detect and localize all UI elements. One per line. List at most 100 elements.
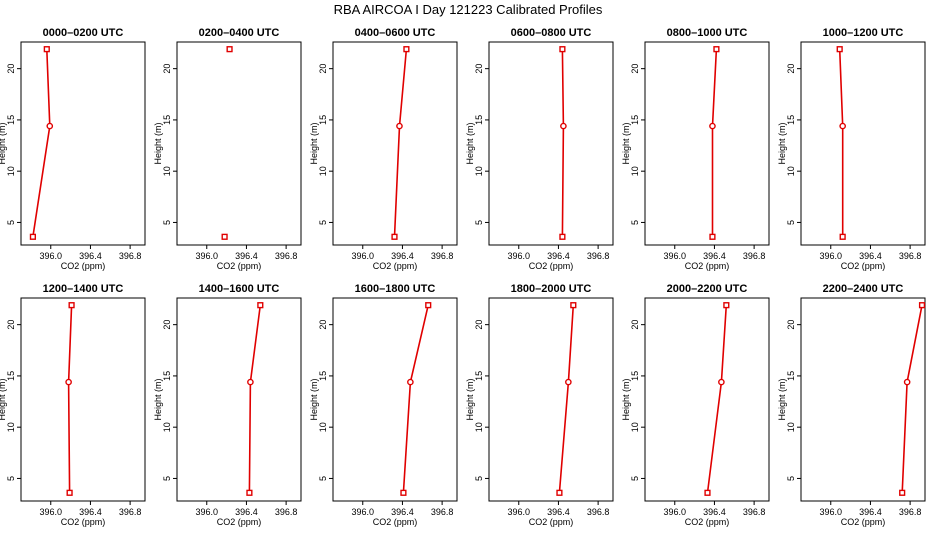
y-tick-label: 5 <box>630 220 640 225</box>
panel-title: 1800–2000 UTC <box>511 283 592 295</box>
y-tick-label: 15 <box>630 115 640 125</box>
y-tick-label: 10 <box>474 422 484 432</box>
data-point-square <box>68 302 75 309</box>
panel-0: 0000–0200 UTC 396.0 396.4 396.8 5 10 15 20 CO2 (… <box>0 27 146 271</box>
panel-title: 1600–1800 UTC <box>355 283 436 295</box>
panel-title: 2000–2200 UTC <box>667 283 748 295</box>
x-tick-label: 396.0 <box>663 507 686 517</box>
x-tick-label: 396.4 <box>547 507 570 517</box>
data-point-square <box>918 302 926 309</box>
y-tick-label: 20 <box>474 320 484 330</box>
x-tick-label: 396.4 <box>859 251 882 261</box>
plot-frame <box>332 41 458 246</box>
profile-line <box>393 49 408 237</box>
x-tick-label: 396.0 <box>39 251 62 261</box>
panel-7: 1400–1600 UTC 396.0 396.4 396.8 5 10 15 20 CO2 (… <box>153 283 302 527</box>
figure-title: RBA AIRCOA I Day 121223 Calibrated Profi… <box>334 2 603 17</box>
y-axis-label: Height (m) <box>153 378 163 420</box>
y-tick-label: 20 <box>162 64 172 74</box>
data-point-circle <box>565 378 572 386</box>
panel-title: 2200–2400 UTC <box>823 283 904 295</box>
y-tick-label: 5 <box>474 220 484 225</box>
y-tick-label: 10 <box>162 166 172 176</box>
data-point-square <box>403 46 410 53</box>
y-tick-label: 20 <box>786 64 796 74</box>
panel-2: 0400–0600 UTC 396.0 396.4 396.8 5 10 15 20 CO2 (… <box>309 27 458 271</box>
panel-4: 0800–1000 UTC 396.0 396.4 396.8 5 10 15 20 CO2 (… <box>621 27 770 271</box>
x-tick-label: 396.4 <box>859 507 882 517</box>
data-point-square <box>425 302 432 309</box>
panel-title: 1400–1600 UTC <box>199 283 280 295</box>
data-point-square <box>66 489 73 496</box>
data-point-circle <box>903 378 911 386</box>
data-point-circle <box>407 378 414 386</box>
plot-frame <box>176 297 302 502</box>
plot-frame <box>644 41 770 246</box>
y-tick-label: 20 <box>318 320 328 330</box>
y-tick-label: 15 <box>318 115 328 125</box>
y-tick-label: 20 <box>786 320 796 330</box>
y-axis-label: Height (m) <box>465 122 475 164</box>
x-tick-label: 396.4 <box>235 507 258 517</box>
data-point-square <box>559 46 566 53</box>
profile-line <box>558 305 575 493</box>
panel-5: 1000–1200 UTC 396.0 396.4 396.8 5 10 15 20 CO2 (… <box>777 27 926 271</box>
plot-frame <box>800 41 926 246</box>
x-tick-label: 396.0 <box>663 251 686 261</box>
x-tick-label: 396.4 <box>547 251 570 261</box>
profile-line <box>706 305 728 493</box>
y-tick-label: 15 <box>162 115 172 125</box>
data-point-square <box>246 489 253 496</box>
x-axis-label: CO2 (ppm) <box>529 517 574 527</box>
panel-9: 1800–2000 UTC 396.0 396.4 396.8 5 10 15 20 CO2 (… <box>465 283 614 527</box>
x-tick-label: 396.0 <box>351 251 374 261</box>
y-tick-label: 10 <box>786 166 796 176</box>
y-axis-label: Height (m) <box>621 378 631 420</box>
x-axis-label: CO2 (ppm) <box>841 517 886 527</box>
y-tick-label: 10 <box>318 166 328 176</box>
data-point-square <box>257 302 264 309</box>
y-axis-label: Height (m) <box>0 122 7 164</box>
y-tick-label: 10 <box>474 166 484 176</box>
y-tick-label: 5 <box>162 476 172 481</box>
plot-frame <box>176 41 302 246</box>
y-axis-label: Height (m) <box>465 378 475 420</box>
x-tick-label: 396.8 <box>119 251 142 261</box>
y-tick-label: 20 <box>630 64 640 74</box>
x-tick-label: 396.0 <box>819 507 842 517</box>
data-point-circle <box>396 122 403 130</box>
y-tick-label: 5 <box>318 476 328 481</box>
y-tick-label: 5 <box>786 220 796 225</box>
x-axis-label: CO2 (ppm) <box>841 261 886 271</box>
data-point-square <box>556 489 563 496</box>
x-axis-label: CO2 (ppm) <box>373 517 418 527</box>
y-tick-label: 10 <box>630 166 640 176</box>
panel-1: 0200–0400 UTC 396.0 396.4 396.8 5 10 15 20 CO2 (… <box>153 27 302 271</box>
x-tick-label: 396.0 <box>39 507 62 517</box>
x-tick-label: 396.8 <box>899 507 922 517</box>
y-tick-label: 5 <box>6 220 16 225</box>
x-tick-label: 396.4 <box>703 507 726 517</box>
y-tick-label: 15 <box>630 371 640 381</box>
y-tick-label: 10 <box>786 422 796 432</box>
y-tick-label: 10 <box>630 422 640 432</box>
plot-frame <box>488 41 614 246</box>
x-tick-label: 396.8 <box>587 507 610 517</box>
data-point-square <box>29 233 37 240</box>
plot-frame <box>332 297 458 502</box>
x-tick-label: 396.4 <box>391 251 414 261</box>
x-tick-label: 396.8 <box>119 507 142 517</box>
y-tick-label: 15 <box>786 115 796 125</box>
panel-title: 0200–0400 UTC <box>199 27 280 39</box>
profile-line <box>402 305 429 493</box>
x-axis-label: CO2 (ppm) <box>61 261 106 271</box>
y-axis-label: Height (m) <box>309 122 319 164</box>
data-point-circle <box>65 378 72 386</box>
x-tick-label: 396.8 <box>275 251 298 261</box>
profile-line <box>32 49 51 237</box>
x-axis-label: CO2 (ppm) <box>61 517 106 527</box>
panel-title: 0600–0800 UTC <box>511 27 592 39</box>
y-tick-label: 15 <box>162 371 172 381</box>
data-point-circle <box>46 122 54 130</box>
y-tick-label: 20 <box>162 320 172 330</box>
